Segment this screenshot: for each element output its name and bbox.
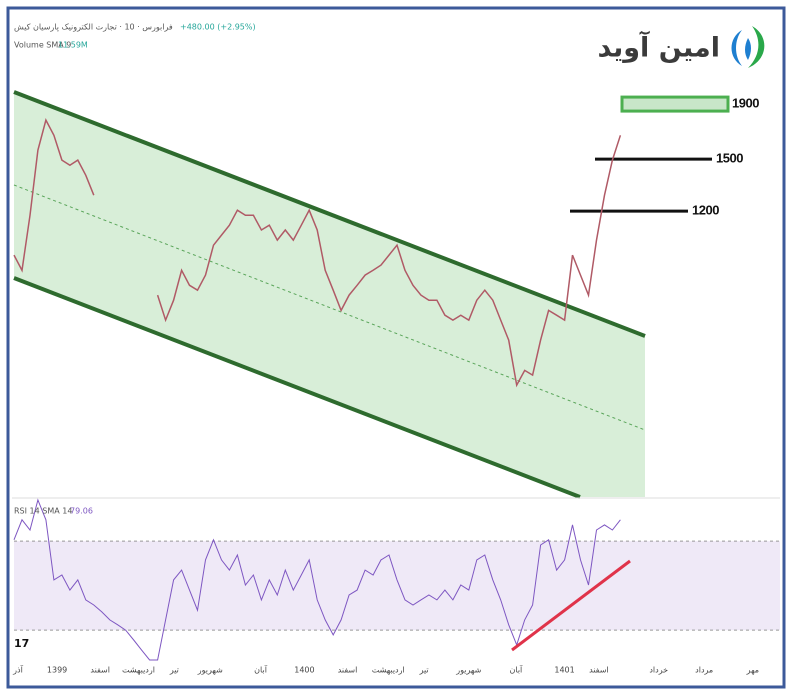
series-line — [13, 118, 95, 273]
rsi-label: RSI 14 SMA 14 — [14, 507, 72, 516]
volume-label: Volume SMA 9 — [14, 41, 71, 50]
x-tick-label: 1399 — [47, 666, 67, 675]
brand-icon — [748, 26, 765, 68]
x-tick-label: اسفند — [589, 666, 609, 675]
level-label: 1200 — [692, 203, 719, 218]
brand-icon — [745, 38, 751, 60]
channel-upper — [13, 90, 646, 338]
x-tick-label: آذر — [12, 665, 23, 675]
x-tick-label: مرداد — [695, 666, 713, 675]
series-line — [13, 498, 621, 661]
level-zone — [620, 95, 730, 113]
x-tick-label: شهریور — [455, 666, 481, 675]
x-tick-label: اسفند — [90, 666, 110, 675]
series-line — [156, 135, 622, 388]
x-tick-label: تیر — [169, 666, 179, 675]
x-tick-label: آبان — [254, 665, 268, 675]
volume-value: 11.59M — [58, 41, 88, 50]
rsi-trendline — [511, 559, 631, 652]
x-tick-label: اسفند — [338, 666, 358, 675]
channel-fill — [14, 92, 645, 497]
level-label: 1900 — [732, 96, 759, 111]
channel-mid — [13, 184, 646, 431]
x-tick-label: 1401 — [554, 666, 574, 675]
rsi-value: 79.06 — [70, 507, 93, 516]
brand-name: امین آوید — [598, 31, 720, 64]
level-label: 1500 — [716, 151, 743, 166]
x-tick-label: مهر — [746, 666, 759, 675]
x-tick-label: شهریور — [197, 666, 223, 675]
price-change: +480.00 (+2.95%) — [180, 23, 256, 32]
brand-icon — [731, 30, 742, 66]
x-tick-label: اردیبهشت — [372, 666, 405, 675]
tv-logo: 17 — [14, 637, 29, 650]
x-tick-label: 1400 — [294, 666, 314, 675]
x-tick-label: اردیبهشت — [122, 666, 155, 675]
symbol-title: فرابورس · 10 · تجارت الکترونیک پارسیان ک… — [14, 23, 173, 32]
channel-lower — [13, 276, 581, 499]
x-tick-label: خرداد — [649, 666, 668, 675]
x-tick-label: آبان — [510, 665, 524, 675]
x-tick-label: تیر — [419, 666, 429, 675]
rsi-band — [14, 541, 780, 631]
